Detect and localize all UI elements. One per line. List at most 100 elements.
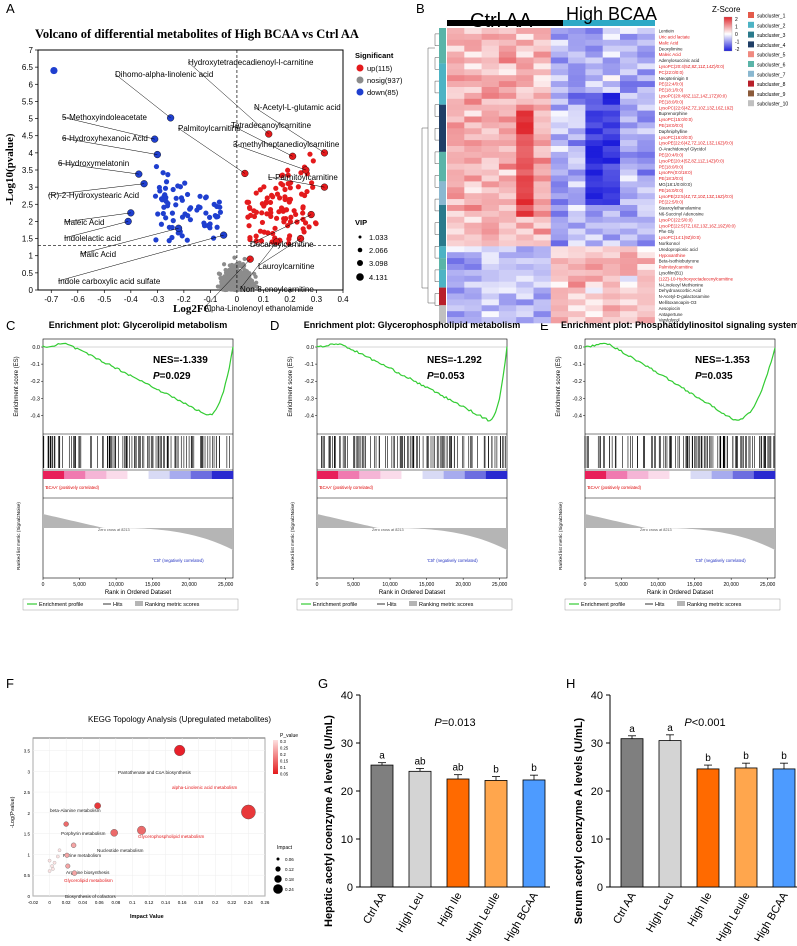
gsea-ytick-label: -0.4 [305, 413, 314, 419]
heatmap-cell [585, 134, 603, 141]
volcano-point-up [298, 191, 305, 197]
heatmap-cell [481, 175, 500, 182]
volcano-point-nosig [218, 276, 223, 281]
heatmap-cell [481, 287, 500, 294]
heatmap-cell [620, 28, 638, 35]
gsea-pos-label: 'BCAA' (positively correlated) [45, 485, 100, 490]
heatmap-cell [550, 210, 569, 218]
gsea-ranking-band [190, 471, 213, 479]
gsea-ranking-band [43, 471, 65, 479]
volcano-xtick-label: -0.3 [150, 295, 164, 304]
gsea-ranking-band [422, 471, 444, 479]
volcano-ytick-label: 3.5 [22, 166, 34, 175]
heatmap-cell [637, 311, 655, 318]
legend-vip-3-label: 3.098 [369, 259, 388, 268]
heatmap-cell [447, 246, 465, 253]
heatmap-cell [620, 140, 638, 147]
volcano-point-nosig [223, 267, 228, 273]
heatmap-cell [585, 51, 603, 58]
gsea-ranking-band [690, 471, 712, 479]
volcano-point-nosig [252, 271, 257, 276]
subcluster-legend-swatch [748, 80, 754, 87]
heatmap-cell [602, 157, 621, 164]
heatmap-cell [447, 258, 465, 265]
gsea-xtick-label: 15,000 [419, 582, 435, 588]
heatmap-cell [620, 275, 638, 282]
heatmap-cell [464, 228, 482, 235]
heatmap-row-label: PC(22:0/0:0) [659, 70, 684, 75]
volcano-point-up [300, 210, 306, 216]
heatmap-cell [516, 39, 534, 46]
heatmap-row-label: Stearoylethanolamine [659, 206, 702, 211]
heatmap-row-label: Mellitoxanoapin-O3 [659, 300, 697, 305]
heatmap-cell [602, 163, 621, 170]
volcano-point-label: (R)-2-Hydroxystearic Acid [48, 191, 139, 200]
heatmap-cell [602, 140, 621, 147]
heatmap-cell [516, 199, 534, 206]
volcano-point-nosig [229, 270, 234, 276]
gsea-ranking-band [85, 471, 107, 479]
heatmap-cell [481, 39, 500, 46]
heatmap-cell [550, 293, 569, 300]
volcano-point-nosig [239, 270, 244, 276]
gsea-title: Enrichment plot: Glycerophospholipid met… [304, 320, 521, 330]
kegg-xtick-label: 0.16 [178, 900, 187, 905]
gsea-p-value: =0.035 [702, 371, 733, 382]
heatmap-cell [585, 187, 603, 194]
kegg-pvalue-ticks: 0.3 0.250.2 0.150.1 0.05 [280, 739, 289, 777]
heatmap-cell [585, 311, 603, 318]
heatmap-row-label: LysoPA(0:0/18:0) [659, 170, 693, 175]
heatmap-cell [550, 216, 569, 223]
bar-category-label: High Ile [436, 891, 465, 929]
heatmap-cell [498, 163, 517, 170]
heatmap-cell [447, 187, 465, 194]
kegg-point [137, 825, 146, 835]
volcano-label-leader [57, 162, 139, 175]
heatmap-cell [637, 210, 655, 218]
heatmap-cell [550, 98, 569, 105]
gsea-p-value: =0.029 [160, 371, 191, 382]
heatmap-cell [585, 299, 603, 306]
heatmap-cell [533, 57, 552, 64]
heatmap-cell [585, 122, 603, 129]
volcano-point-label: Lauroylcarnitine [258, 262, 315, 271]
gsea-zero-cross-label: Zero cross at 8213 [372, 528, 404, 532]
heatmap-cell [568, 311, 586, 318]
heatmap-cell [533, 163, 552, 170]
heatmap-cell [464, 187, 482, 194]
heatmap-cell [447, 193, 465, 200]
heatmap-cell [498, 258, 517, 265]
subcluster-bar-segment [439, 181, 446, 205]
heatmap-row-label: PE(18:1/0:0) [659, 88, 684, 93]
legend-nosig-marker [356, 76, 364, 84]
heatmap-cell [498, 293, 517, 300]
kegg-xtick-label: 0.12 [145, 900, 154, 905]
heatmap-cell [498, 311, 517, 318]
volcano-point-down [163, 179, 170, 185]
heatmap-cell [550, 163, 569, 170]
heatmap-cell [447, 305, 465, 312]
gsea-ytick-label: -0.4 [31, 413, 40, 419]
kegg-pvalue-title: P_value [280, 733, 298, 739]
volcano-point-nosig [233, 287, 238, 292]
gsea-legend-hits-label: Hits [655, 602, 665, 608]
heatmap-cell [498, 146, 517, 153]
heatmap-cell [498, 252, 517, 259]
heatmap-cell [620, 116, 638, 123]
heatmap-cell [620, 305, 638, 312]
kegg-xtick-label: 0.04 [78, 900, 87, 905]
volcano-ytick-label: 5 [29, 115, 34, 124]
gsea-enrichment-curve [584, 342, 776, 421]
heatmap-cell [464, 146, 482, 153]
heatmap-cell [516, 264, 534, 271]
heatmap-cell [481, 187, 500, 194]
heatmap-cell [568, 234, 586, 241]
volcano-title: Volcano of differential metabolites of H… [35, 27, 359, 41]
heatmap-cell [602, 45, 621, 52]
heatmap-cell [550, 199, 569, 206]
heatmap-cell [568, 199, 586, 206]
volcano-point-down [203, 210, 209, 216]
heatmap-cell [516, 157, 534, 164]
volcano-point-up [270, 194, 276, 200]
